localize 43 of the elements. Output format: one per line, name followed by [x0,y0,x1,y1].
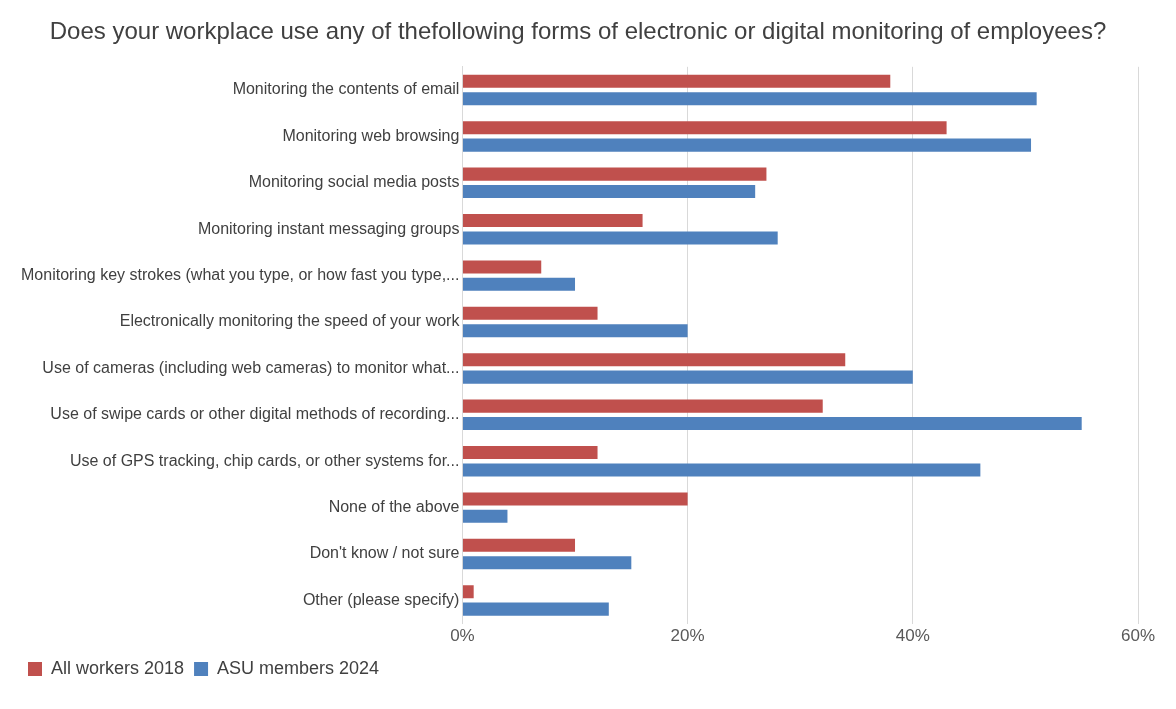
bar [462,492,688,506]
legend-label: All workers 2018 [51,657,185,678]
bar [462,370,913,384]
y-tick-label: Use of GPS tracking, chip cards, or other systems for... [69,451,460,469]
x-tick-label: 20% [670,626,705,646]
y-tick-label: Don't know / not sure [309,544,460,562]
bar [462,213,643,228]
bar [462,556,632,570]
chart-title: Does your workplace use any of thefollowing forms of electronic or digital monitoring of employees? [49,17,1107,45]
bar [462,184,756,199]
x-tick-label: 60% [1120,626,1156,646]
bar [462,353,846,367]
bar [462,260,542,274]
y-tick-label: Monitoring web browsing [282,126,460,144]
bar [462,92,1037,106]
bar [462,138,1032,152]
bar [462,74,891,88]
y-tick-label: Use of cameras (including web cameras) to monitor what... [42,358,460,376]
y-tick-label: Monitoring instant messaging groups [197,219,460,237]
bar [462,585,474,599]
bar [462,306,598,320]
bar [462,231,778,245]
y-tick-label: Monitoring the contents of email [232,80,460,98]
x-tick-label: 0% [450,626,475,646]
bar [462,324,688,338]
y-tick-label: Monitoring social media posts [248,173,460,191]
legend-label: ASU members 2024 [217,657,380,678]
y-tick-label: Use of swipe cards or other digital methods of recording... [50,405,460,423]
bar [462,445,598,460]
bar [462,416,1082,431]
y-tick-label: Electronically monitoring the speed of your work [119,312,461,330]
y-tick-label: None of the above [328,498,460,516]
x-tick-label: 40% [895,626,930,646]
bar [462,399,823,413]
bar [462,167,767,181]
bar [462,538,576,552]
bar [462,602,609,616]
y-tick-label: Other (please specify) [302,590,460,608]
bar [462,463,981,477]
y-tick-label: Monitoring key strokes (what you type, or how fast you type,... [21,266,460,284]
bar [462,509,508,523]
bar [462,277,576,291]
bar [462,121,947,135]
